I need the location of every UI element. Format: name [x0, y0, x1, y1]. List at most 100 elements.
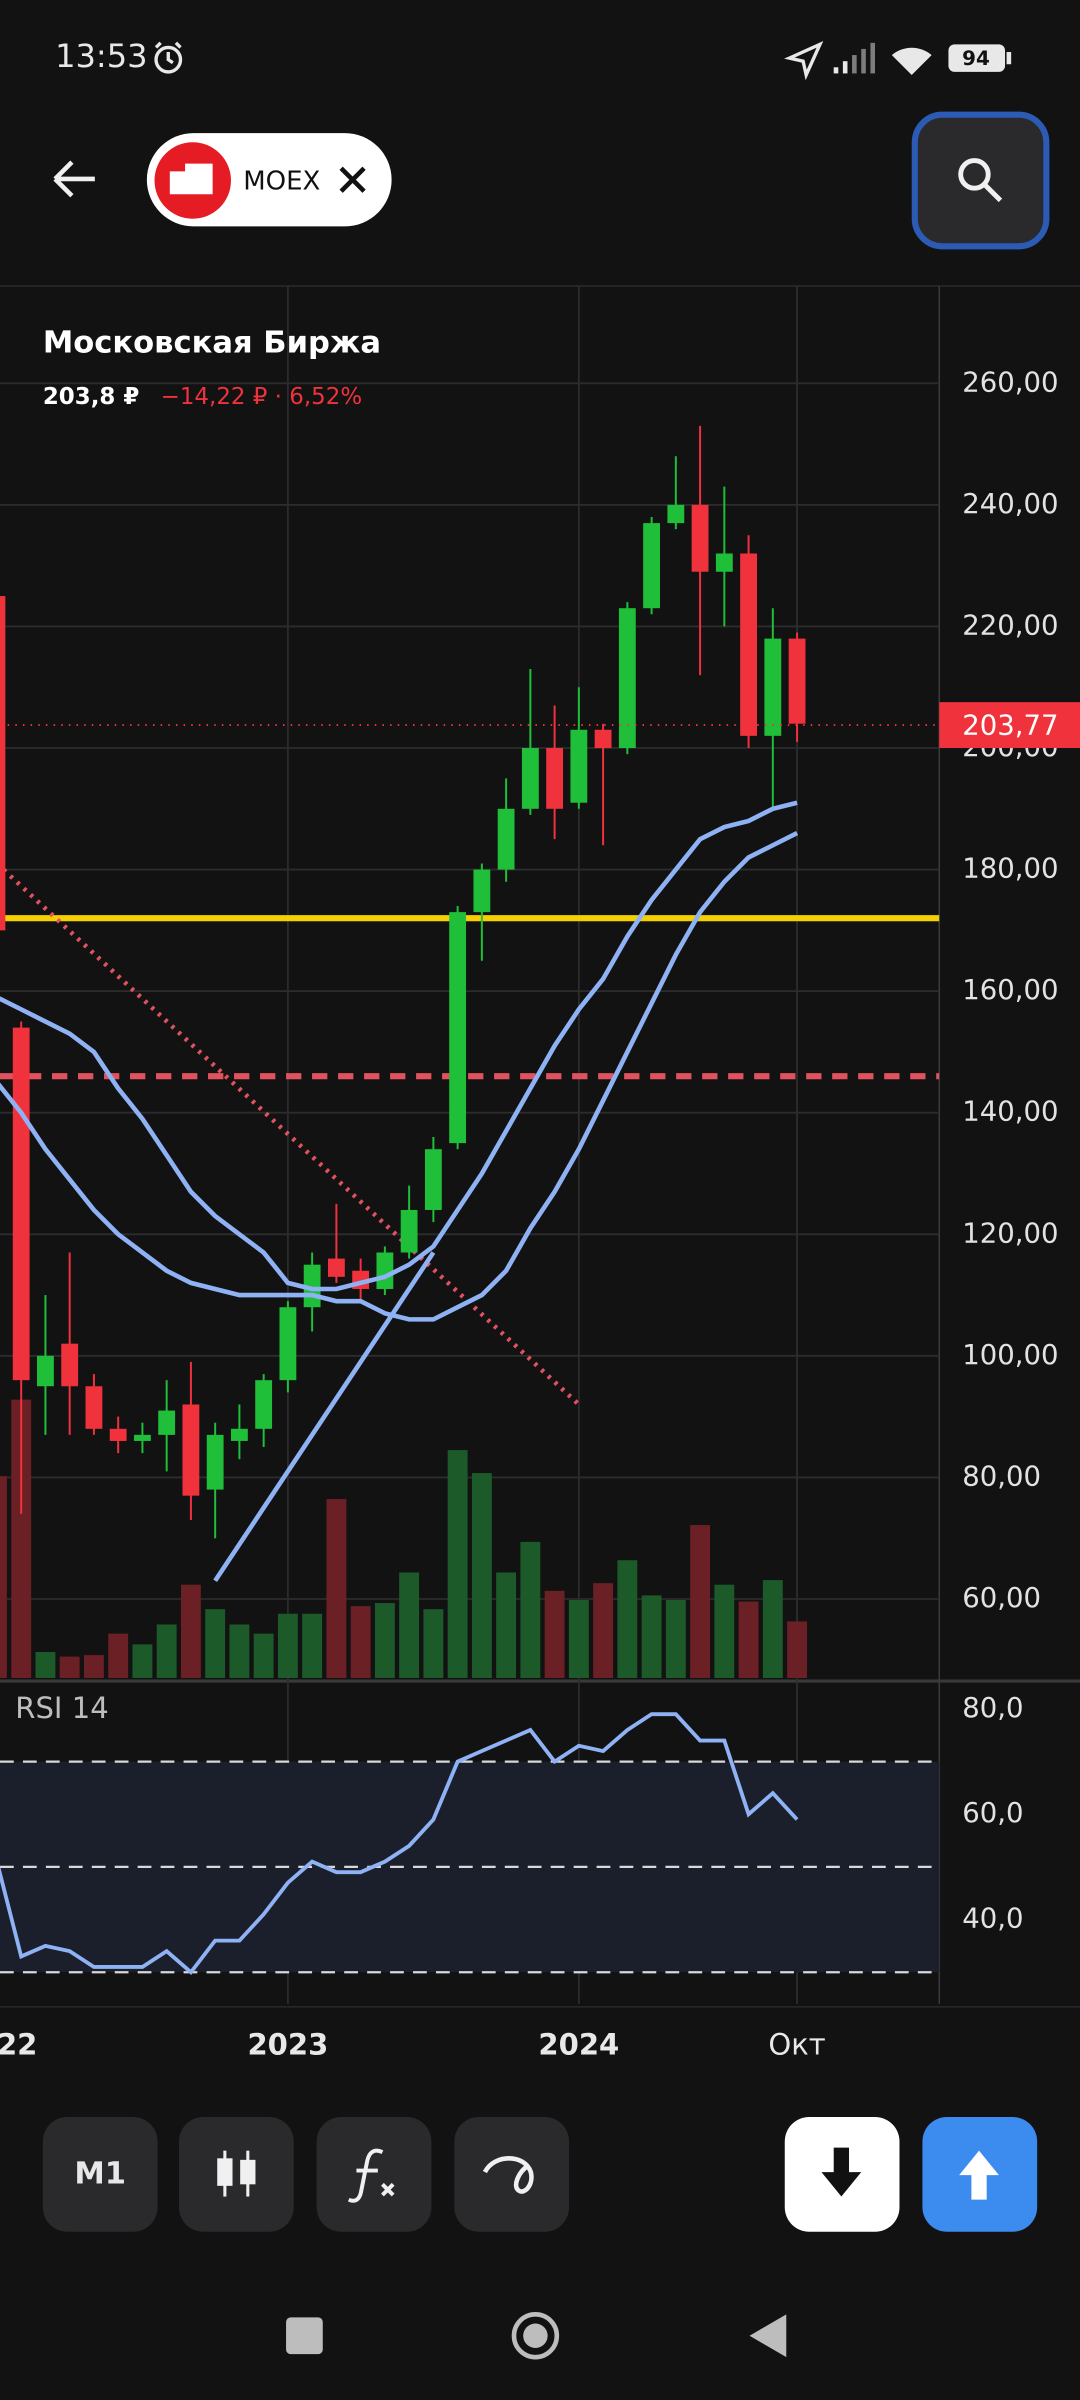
candle-body [667, 504, 685, 524]
candle-body [206, 1434, 224, 1490]
volume-bar [156, 1624, 177, 1679]
drawing-button[interactable] [454, 2117, 570, 2232]
volume-bar [568, 1600, 589, 1679]
nav-back[interactable] [749, 2314, 787, 2358]
y-tick-label: 120,00 [962, 1217, 1058, 1249]
chart-type-button[interactable] [178, 2117, 294, 2232]
candle-body [497, 808, 515, 870]
buy-icon [959, 2150, 999, 2200]
plot [0, 425, 940, 1975]
volume-bar [108, 1633, 129, 1679]
volume-bar [11, 1399, 32, 1679]
volume-bar [35, 1652, 56, 1679]
back-button[interactable] [53, 160, 95, 198]
candle-body [376, 1252, 394, 1289]
x-tick-label: Окт [768, 2028, 825, 2062]
volume-bar [350, 1606, 371, 1679]
candle-body [85, 1386, 103, 1429]
candle-body [691, 504, 709, 572]
moving-average [0, 831, 799, 1322]
rsi-line [0, 1712, 799, 1975]
status-time: 13:53 [55, 37, 148, 75]
search-button[interactable] [911, 111, 1050, 250]
price: 203,8 ₽ [43, 384, 140, 410]
last-price-label: 203,77 [962, 710, 1058, 742]
last-price-box [939, 702, 1080, 749]
volume-bar [229, 1624, 250, 1679]
volume-bar [59, 1656, 80, 1679]
candle-body [570, 729, 588, 803]
candle-body [740, 553, 757, 736]
volume-bar [132, 1644, 153, 1679]
x-tick-label: 2024 [538, 2028, 619, 2062]
candle-icon [217, 2150, 256, 2197]
volume-bar [0, 1476, 7, 1679]
volume-bar [690, 1525, 711, 1679]
y-tick-label: 100,00 [962, 1339, 1058, 1371]
candle-body [255, 1380, 273, 1429]
x-tick-label: 2022 [0, 2028, 37, 2062]
alarm-icon [154, 41, 183, 74]
rsi-tick-label: 80,0 [962, 1692, 1023, 1724]
candle-body [279, 1307, 297, 1381]
nav-recents[interactable] [286, 2317, 323, 2355]
interval-label: M1 [74, 2157, 126, 2192]
y-tick-label: 140,00 [962, 1096, 1058, 1128]
battery-icon [948, 44, 1006, 72]
battery-tip [1006, 52, 1012, 65]
candle-body [594, 729, 612, 749]
location-icon [784, 41, 824, 81]
grid [0, 286, 940, 2004]
candle-body [158, 1410, 176, 1435]
x-tick-label: 2023 [247, 2028, 328, 2062]
candle-body [764, 638, 782, 736]
y-tick-label: 160,00 [962, 974, 1058, 1006]
price-change: −14,22 ₽ · 6,52% [161, 384, 363, 410]
sell-icon [821, 2147, 862, 2197]
fx-icon [347, 2148, 395, 2203]
y-tick-label: 180,00 [962, 853, 1058, 885]
signal-icon [833, 42, 876, 74]
wifi-icon [891, 47, 932, 75]
interval-button[interactable] [42, 2117, 158, 2232]
candle-body [424, 1149, 442, 1210]
volume-bar [253, 1633, 274, 1679]
y-tick-label: 240,00 [962, 488, 1058, 520]
volume-bar [617, 1560, 638, 1679]
candle-body [37, 1355, 54, 1387]
candle-body [0, 596, 6, 931]
candle-body [546, 748, 564, 809]
volume-bar [520, 1541, 541, 1679]
trend-line [213, 1251, 436, 1583]
candle-body [715, 553, 733, 572]
rsi-label: RSI 14 [15, 1691, 108, 1725]
candle-body [473, 869, 491, 913]
candle-body [643, 523, 661, 609]
rsi-tick-label: 60,0 [962, 1797, 1023, 1829]
volume-bar [762, 1580, 783, 1679]
candle-body [521, 748, 539, 809]
nav-home[interactable] [511, 2312, 560, 2360]
volume-bar [641, 1595, 662, 1679]
chip-close[interactable] [339, 166, 366, 193]
nav-home-dot [523, 2323, 548, 2348]
candle-body [449, 912, 467, 1144]
rsi-tick-label: 40,0 [962, 1903, 1023, 1935]
y-tick-label: 220,00 [962, 609, 1058, 641]
indicators-button[interactable] [316, 2117, 432, 2232]
volume-bar [399, 1572, 420, 1679]
volume-bar [714, 1584, 735, 1679]
candle-body [327, 1258, 345, 1277]
candle-body [788, 638, 806, 724]
candle-body [109, 1428, 127, 1441]
volume-bar [83, 1655, 104, 1679]
ticker-name: MOEX [243, 167, 320, 197]
volume-bar [277, 1613, 298, 1679]
volume-bar [593, 1583, 614, 1679]
moving-average [0, 800, 798, 1292]
volume-bar [787, 1621, 808, 1679]
candle-body [230, 1428, 248, 1441]
y-tick-label: 260,00 [962, 366, 1058, 398]
candle-body [134, 1434, 151, 1441]
